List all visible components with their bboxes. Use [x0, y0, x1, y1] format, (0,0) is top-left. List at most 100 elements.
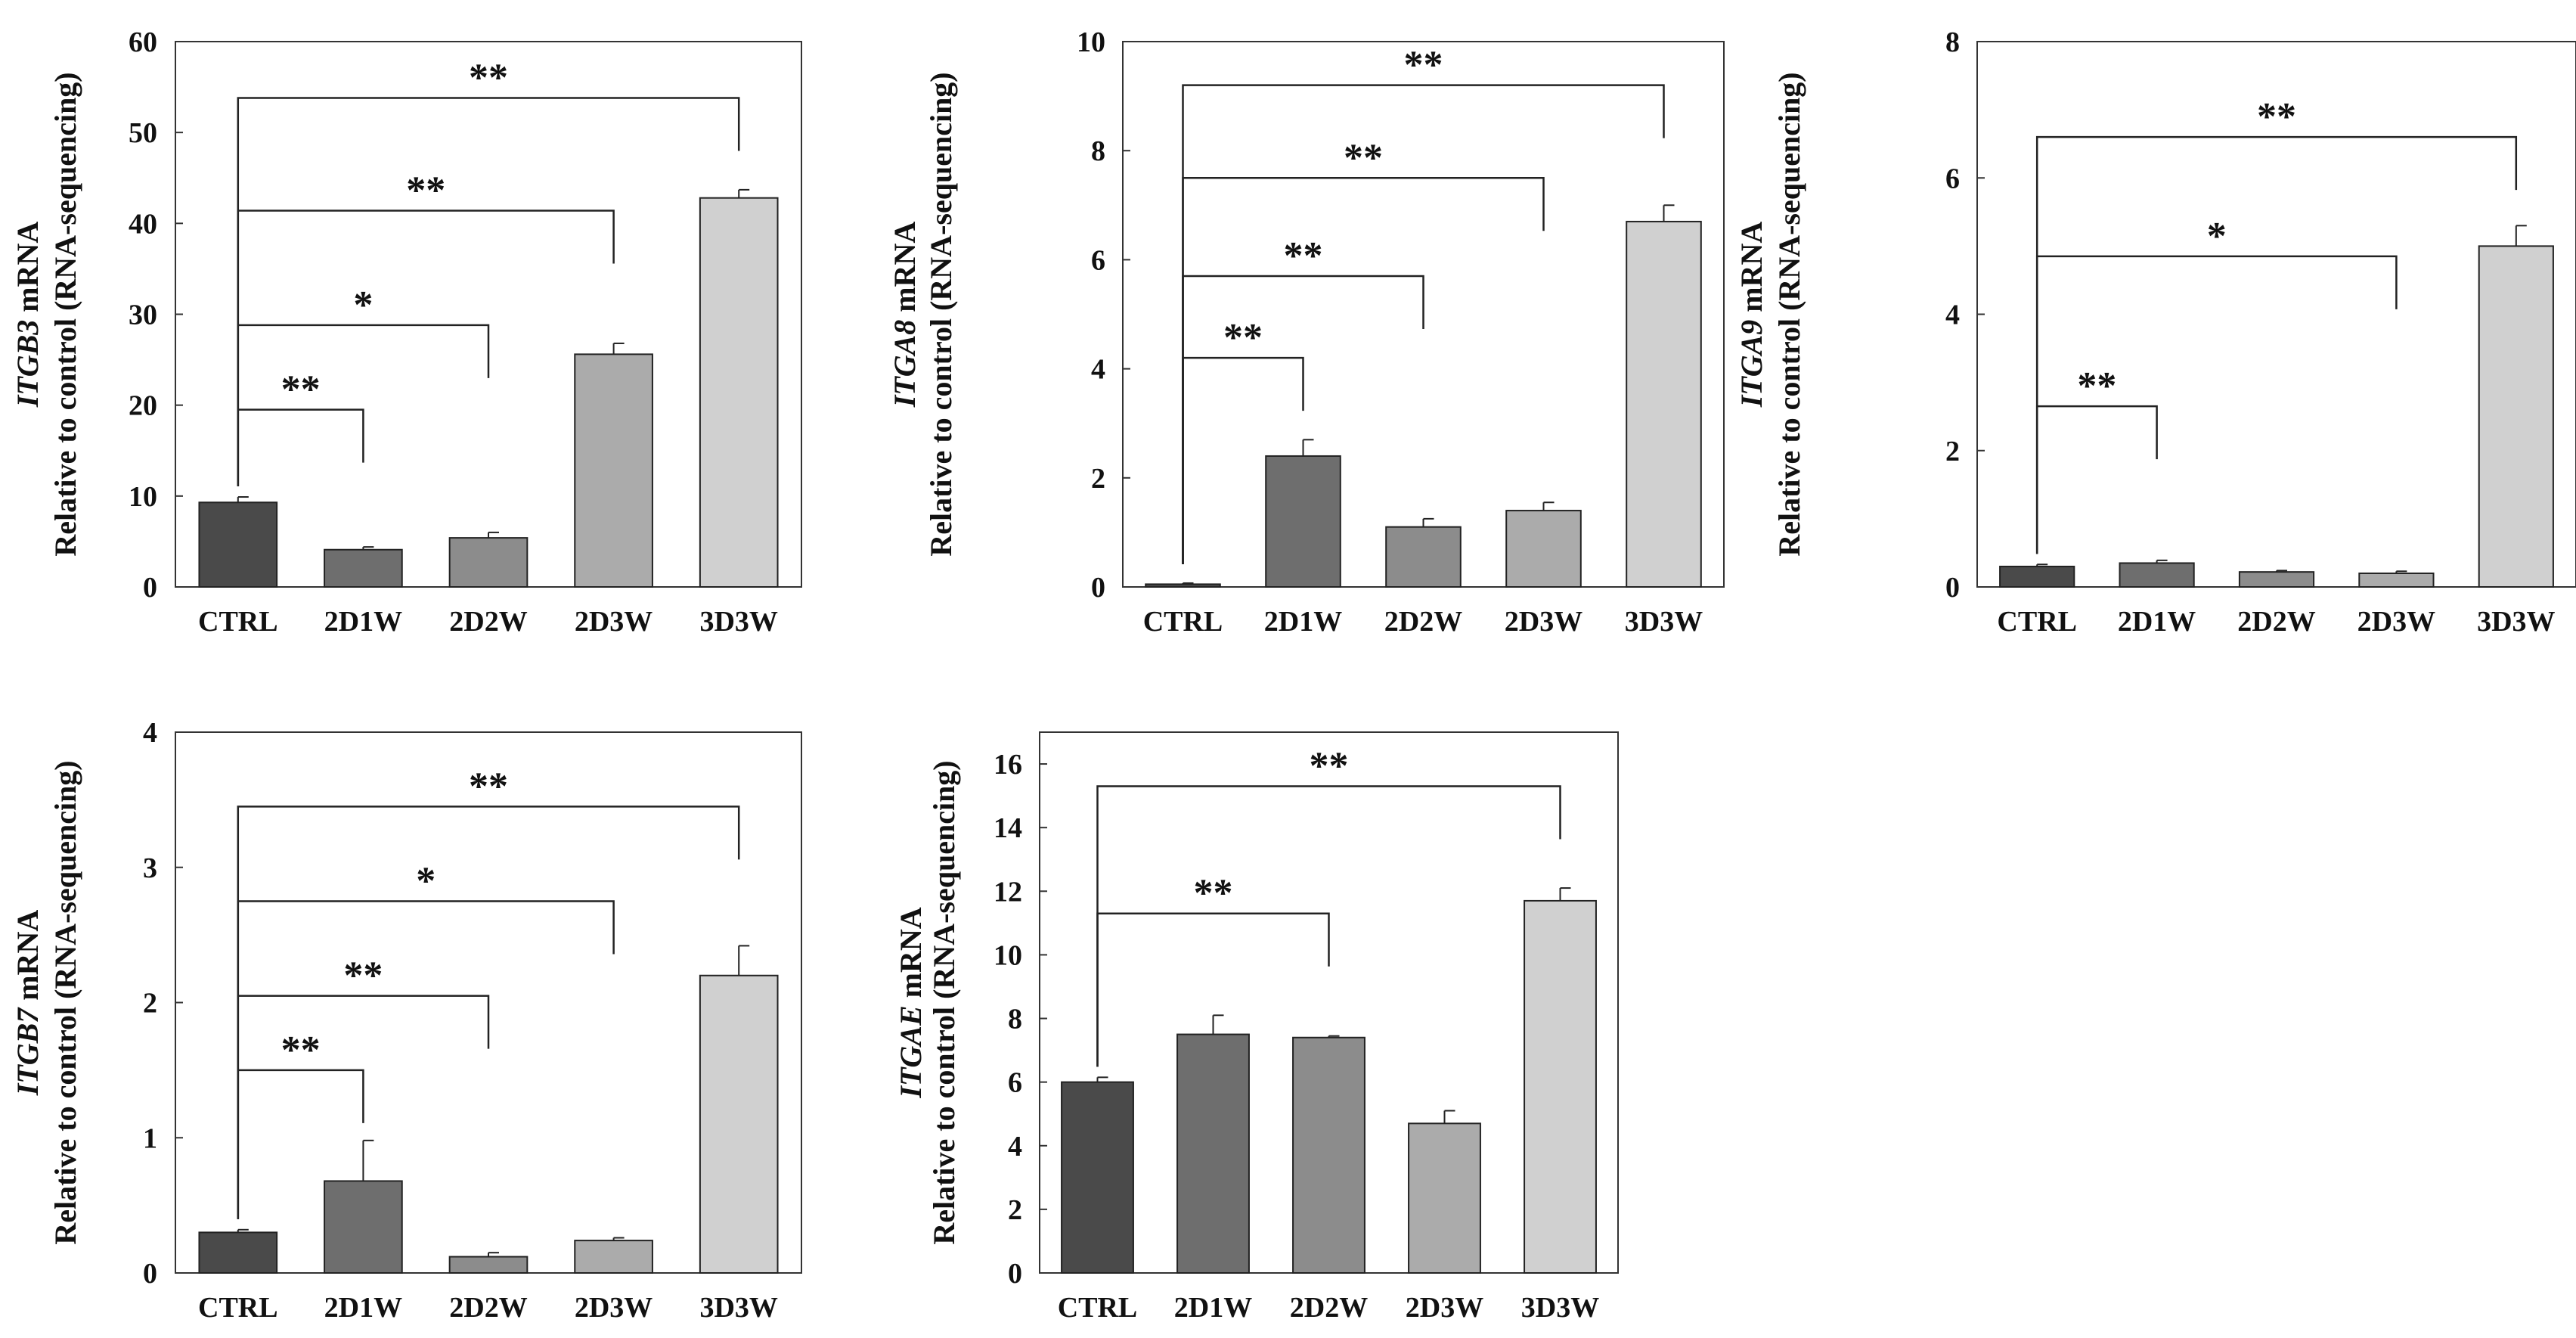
x-tick-label: 3D3W [699, 606, 777, 638]
x-tick-label: 2D3W [575, 1292, 653, 1324]
y-tick-label: 2 [1008, 1194, 1022, 1226]
bar-2d3w [574, 1240, 653, 1274]
y-tick-label: 6 [1945, 163, 1960, 194]
y-axis-label-gene: ITGA9 mRNA [1734, 222, 1768, 408]
significance-bracket [237, 97, 740, 487]
y-axis-label-relative: Relative to control (RNA-sequencing) [48, 760, 82, 1244]
y-tick-label: 6 [1008, 1067, 1022, 1099]
y-axis-gene-suffix: mRNA [11, 910, 45, 1008]
bar-2d2w [448, 537, 529, 588]
bar-3d3w [2478, 245, 2554, 588]
y-tick-label: 2 [1945, 436, 1960, 467]
bar-2d1w [324, 1180, 403, 1274]
bar-2d2w [1292, 1036, 1365, 1274]
significance-label: ** [2257, 95, 2296, 138]
significance-label: ** [1344, 136, 1383, 179]
y-tick-label: 10 [129, 481, 157, 513]
bar-2d1w [2119, 562, 2195, 588]
significance-bracket [237, 408, 364, 487]
y-tick-label: 0 [1945, 572, 1960, 604]
significance-label: * [353, 284, 373, 327]
y-tick-label: 8 [1008, 1004, 1022, 1035]
y-tick-label: 4 [1945, 300, 1960, 331]
significance-label: ** [1194, 872, 1233, 915]
y-axis-gene-suffix: mRNA [1734, 222, 1768, 320]
bar-2d3w [1505, 510, 1582, 588]
bar-ctrl [1999, 565, 2075, 588]
bar-2d3w [1408, 1122, 1481, 1274]
x-tick-label: 2D1W [324, 1292, 402, 1324]
y-axis-gene-name: ITGA9 [1734, 320, 1768, 408]
y-axis-gene-name: ITGB3 [11, 320, 45, 408]
x-tick-label: 2D2W [449, 1292, 527, 1324]
x-tick-label: 2D1W [324, 606, 402, 638]
bar-ctrl [1145, 583, 1221, 588]
y-axis-label-gene: ITGB3 mRNA [11, 222, 45, 408]
y-tick-label: 2 [143, 988, 157, 1020]
x-tick-label: 3D3W [1521, 1292, 1599, 1324]
y-tick-label: 12 [994, 876, 1022, 908]
x-tick-label: 3D3W [2477, 606, 2555, 638]
significance-label: * [2207, 215, 2227, 258]
bar-3d3w [1524, 899, 1597, 1274]
chart-itga8: 0 2 4 6 8 10 CTRL 2D1W 2D2W 2D3W 3D3W ** ** ** ** ITGA8… [888, 26, 1725, 638]
y-axis-gene-name: ITGAE [894, 1005, 928, 1098]
x-tick-label: 2D3W [1505, 606, 1582, 638]
significance-bracket [2035, 405, 2158, 554]
y-axis-gene-name: ITGA8 [888, 320, 922, 408]
y-axis-gene-suffix: mRNA [888, 222, 922, 320]
x-tick-label: CTRL [198, 606, 278, 638]
significance-label: * [416, 859, 436, 902]
significance-label: ** [1284, 234, 1323, 278]
y-tick-label: 2 [1091, 463, 1105, 495]
bar-2d1w [324, 548, 403, 588]
y-tick-label: 10 [1077, 26, 1105, 58]
y-axis-label-gene: ITGA8 mRNA [888, 222, 922, 408]
y-axis-label-relative: Relative to control (RNA-sequencing) [924, 72, 958, 556]
y-tick-label: 10 [994, 939, 1022, 971]
bar-ctrl [198, 501, 278, 588]
x-tick-label: 2D3W [575, 606, 653, 638]
y-tick-label: 4 [143, 717, 157, 749]
x-tick-label: 3D3W [1625, 606, 1703, 638]
y-axis-gene-name: ITGB7 [11, 1007, 45, 1097]
y-axis-label-relative: Relative to control (RNA-sequencing) [1772, 72, 1806, 556]
significance-bracket [1096, 785, 1561, 1067]
y-tick-label: 20 [129, 390, 157, 422]
x-tick-label: 2D2W [1384, 606, 1462, 638]
y-axis-label-relative: Relative to control (RNA-sequencing) [927, 760, 961, 1244]
bar-2d3w [2358, 572, 2435, 588]
y-tick-label: 50 [129, 117, 157, 149]
y-axis-label-gene: ITGB7 mRNA [11, 910, 45, 1097]
significance-label: ** [281, 368, 321, 411]
y-tick-label: 30 [129, 300, 157, 331]
significance-bracket [1182, 84, 1665, 564]
y-axis-label-relative: Relative to control (RNA-sequencing) [48, 72, 82, 556]
bar-3d3w [699, 197, 779, 588]
significance-label: ** [469, 765, 508, 808]
significance-label: ** [1404, 44, 1443, 87]
bar-2d3w [574, 353, 653, 588]
x-tick-label: 2D1W [1174, 1292, 1252, 1324]
bar-2d2w [448, 1256, 529, 1274]
significance-label: ** [343, 955, 383, 998]
y-axis-gene-suffix: mRNA [894, 907, 928, 1005]
significance-label: ** [406, 169, 445, 213]
significance-bracket [2035, 135, 2518, 554]
x-tick-label: CTRL [198, 1292, 278, 1324]
y-tick-label: 4 [1091, 354, 1105, 386]
y-tick-label: 14 [994, 812, 1022, 844]
significance-bracket [1182, 177, 1545, 564]
x-tick-label: CTRL [1143, 606, 1223, 638]
y-tick-label: 3 [143, 852, 157, 884]
significance-bracket [237, 210, 615, 487]
x-tick-label: 2D2W [1290, 1292, 1368, 1324]
x-tick-label: CTRL [1058, 1292, 1138, 1324]
bar-2d1w [1265, 455, 1341, 588]
significance-label: ** [2077, 365, 2116, 408]
y-tick-label: 16 [994, 749, 1022, 781]
bar-ctrl [198, 1231, 278, 1274]
